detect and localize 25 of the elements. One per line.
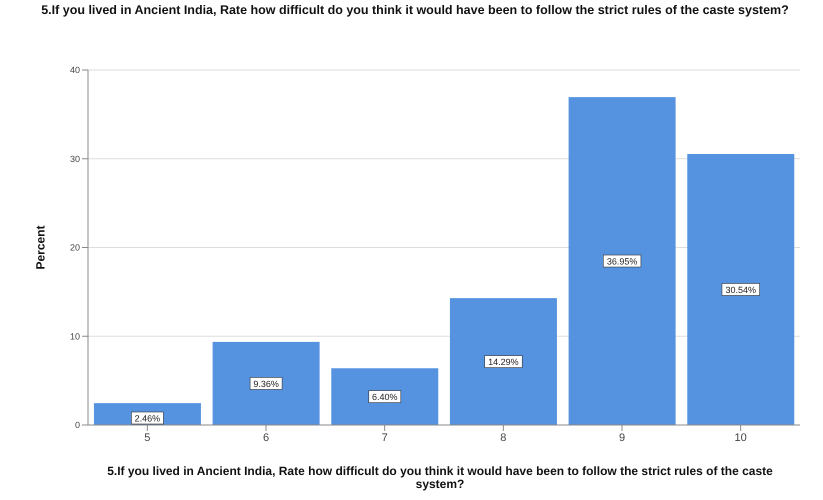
bar bbox=[450, 298, 557, 425]
data-label: 6.40% bbox=[372, 392, 398, 402]
chart-title: 5.If you lived in Ancient India, Rate how difficult do you think it would have been to follow the strict rules of the caste system? bbox=[40, 3, 790, 17]
y-tick-label: 30 bbox=[70, 154, 80, 164]
y-tick-label: 10 bbox=[70, 331, 80, 342]
x-tick-label: 10 bbox=[734, 432, 747, 444]
data-label: 30.54% bbox=[726, 284, 756, 295]
y-tick-label: 40 bbox=[70, 65, 80, 76]
bar bbox=[212, 342, 320, 425]
data-label: 36.95% bbox=[606, 256, 638, 267]
x-tick-label: 8 bbox=[500, 432, 506, 444]
bar bbox=[687, 154, 794, 425]
y-tick-label: 20 bbox=[70, 242, 80, 253]
data-label: 2.46% bbox=[134, 414, 160, 424]
bar bbox=[568, 97, 676, 425]
x-tick-label: 6 bbox=[262, 432, 270, 444]
data-label: 9.36% bbox=[253, 378, 279, 389]
bar bbox=[331, 368, 438, 425]
x-tick-label: 5 bbox=[144, 432, 150, 444]
y-axis-title: Percent bbox=[33, 225, 48, 270]
y-tick-label: 0 bbox=[74, 420, 80, 430]
x-axis-title: 5.If you lived in Ancient India, Rate how difficult do you think it would have been to follow the strict rules of the caste system? bbox=[106, 464, 774, 491]
x-tick-label: 7 bbox=[382, 432, 388, 444]
data-label: 14.29% bbox=[488, 357, 519, 368]
x-tick-label: 9 bbox=[618, 432, 626, 444]
